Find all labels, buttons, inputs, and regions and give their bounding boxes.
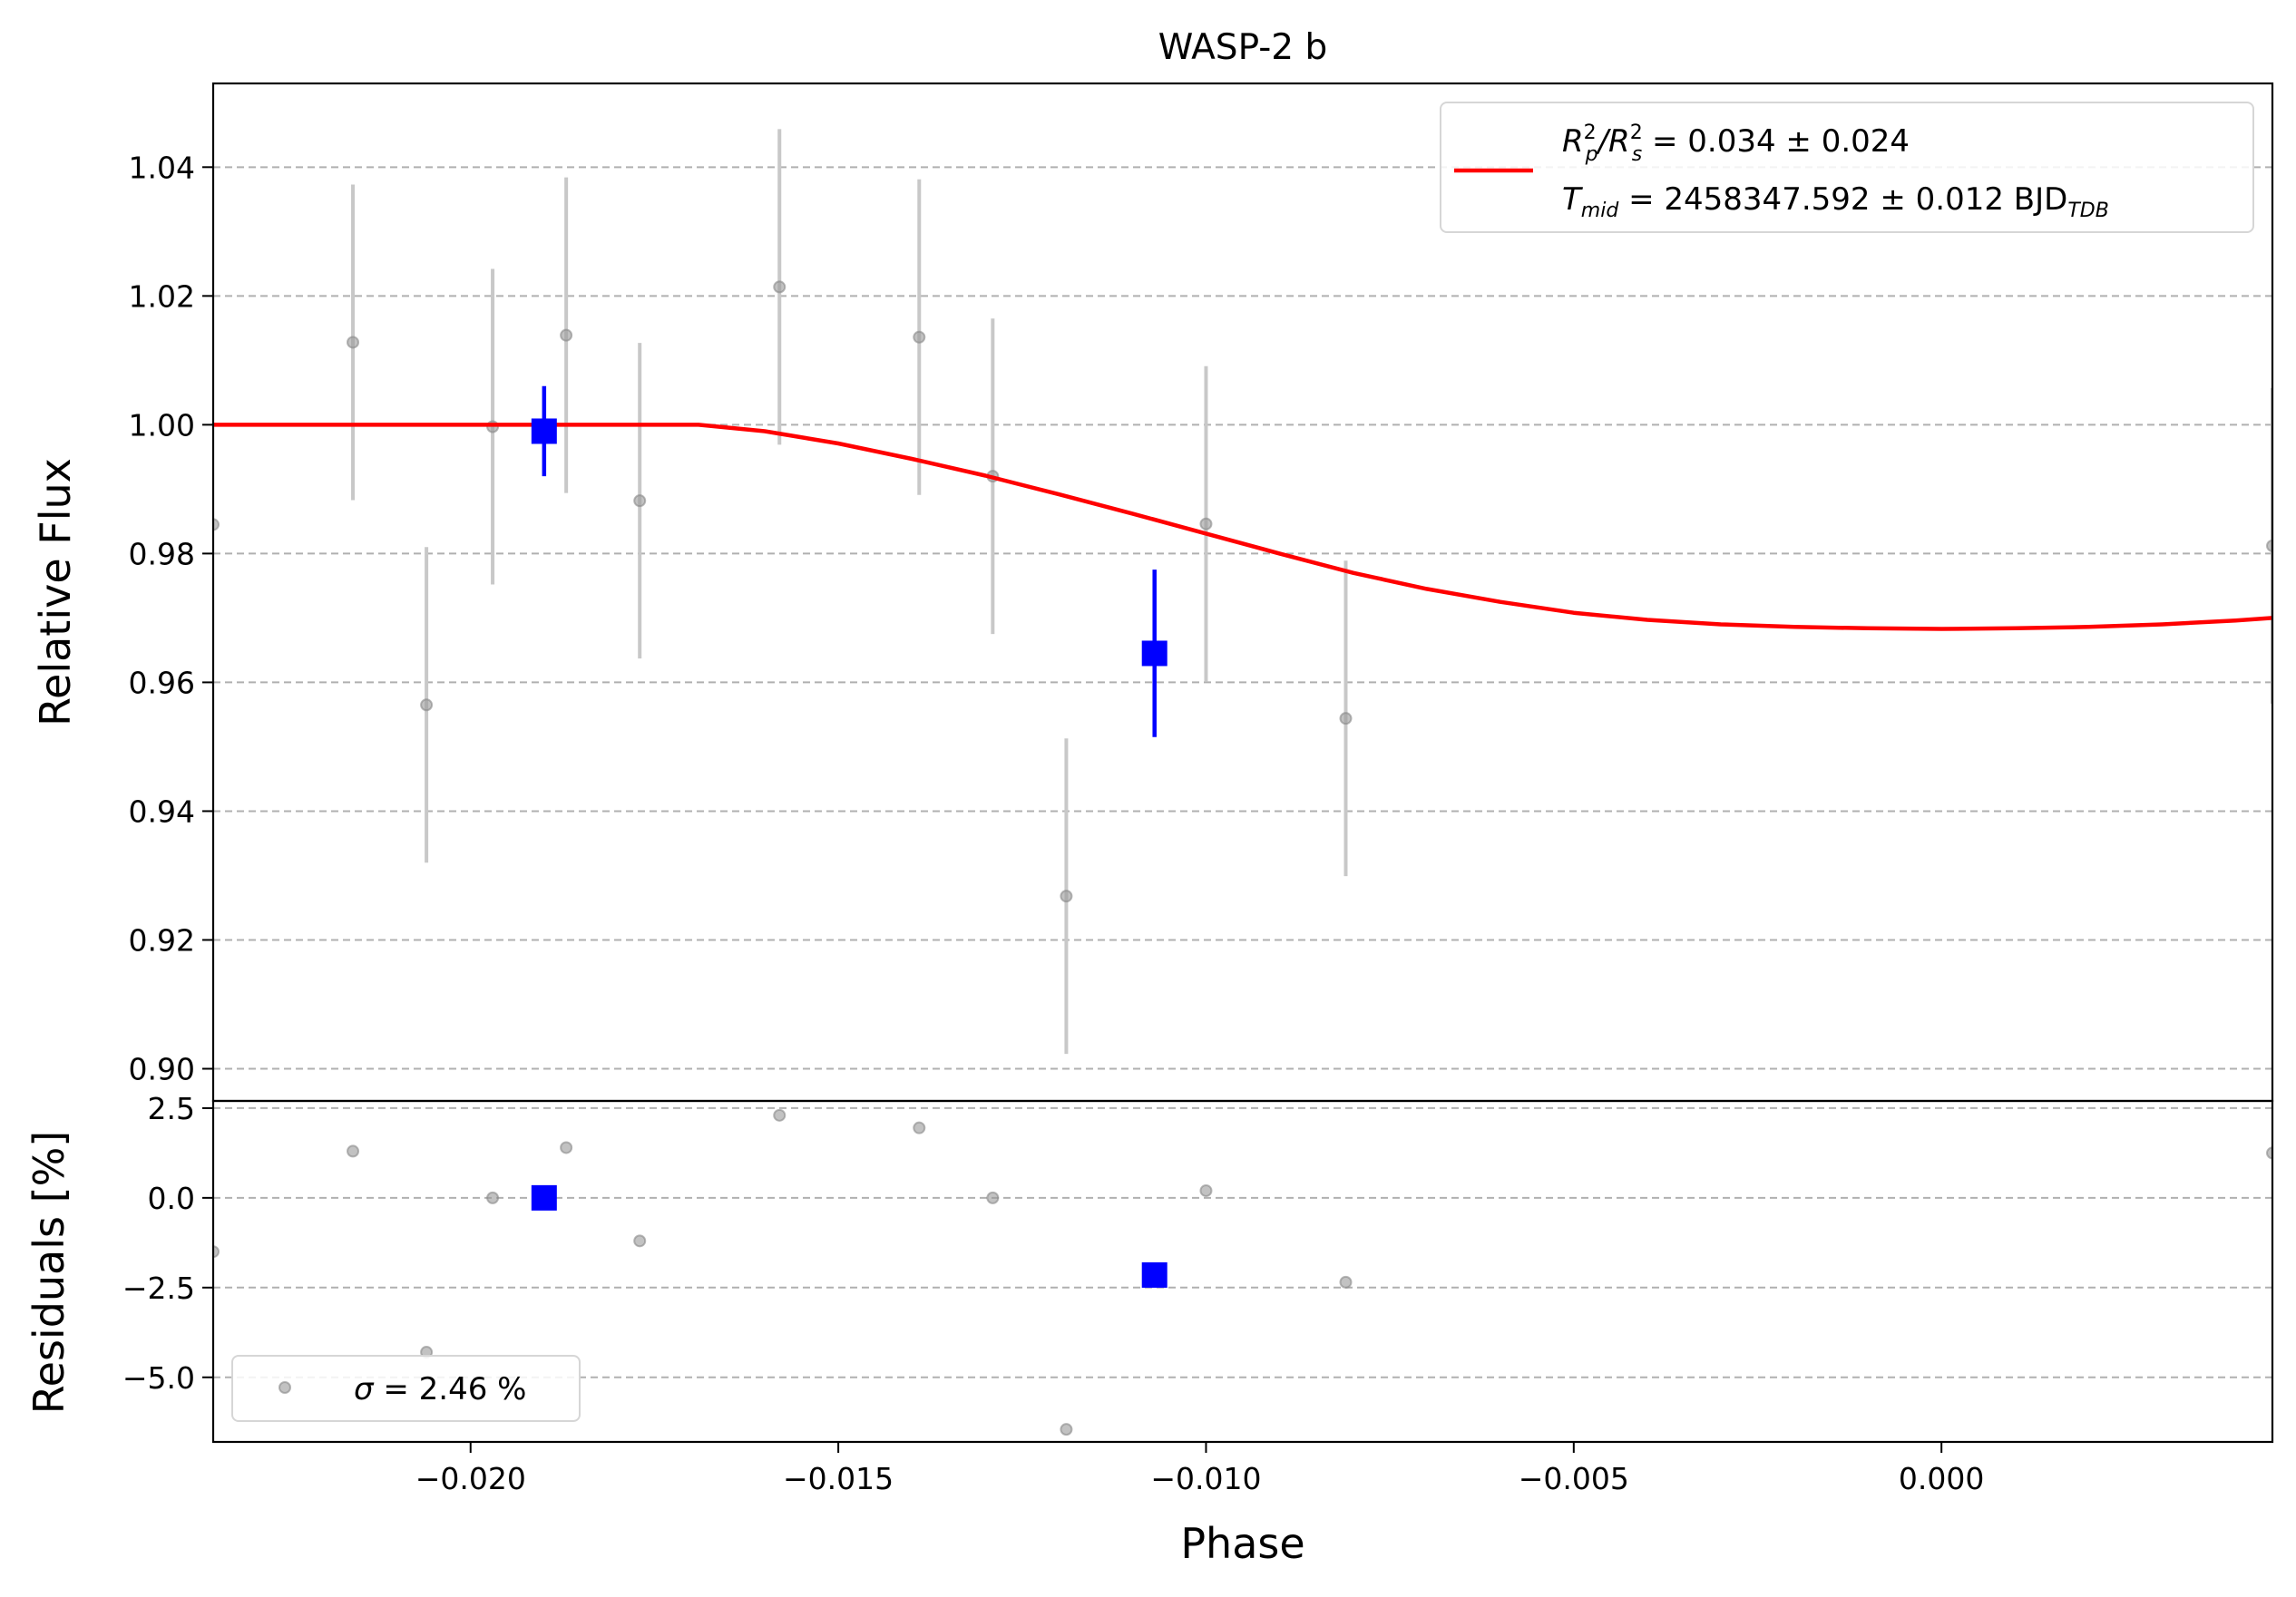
x-tick-label: −0.010 bbox=[1150, 1461, 1261, 1496]
raw-data-point bbox=[1060, 890, 1073, 903]
residual-point bbox=[773, 1108, 787, 1122]
bottom-gridlines bbox=[213, 1106, 2272, 1378]
x-tick-label: −0.020 bbox=[415, 1461, 526, 1496]
binned-residual-point bbox=[1141, 1261, 1168, 1288]
bottom-y-tick-label: −5.0 bbox=[122, 1360, 195, 1396]
top-y-tick-label: 0.96 bbox=[129, 665, 195, 700]
binned-data-point bbox=[531, 418, 557, 444]
raw-data-point bbox=[560, 328, 573, 342]
bottom-axes-frame bbox=[211, 1099, 2274, 1444]
binned-residual-point bbox=[531, 1184, 557, 1211]
top-binned-points bbox=[531, 385, 1168, 737]
residual-point bbox=[213, 1245, 220, 1259]
bottom-legend-marker bbox=[278, 1381, 291, 1394]
raw-data-point bbox=[2266, 539, 2272, 552]
top-legend-box bbox=[1440, 102, 2254, 233]
top-y-tick-label: 0.90 bbox=[129, 1051, 195, 1086]
x-tick-label: −0.005 bbox=[1519, 1461, 1629, 1496]
residual-point bbox=[2266, 1146, 2272, 1160]
bottom-legend-box bbox=[231, 1355, 581, 1422]
top-raw-points bbox=[213, 129, 2272, 1055]
transit-model-line bbox=[213, 423, 2272, 631]
residual-point bbox=[633, 1234, 647, 1248]
x-axis-label: Phase bbox=[1180, 1519, 1304, 1568]
chart-title: WASP-2 b bbox=[1158, 27, 1328, 68]
top-y-tick-label: 0.92 bbox=[129, 922, 195, 958]
bottom-binned-points bbox=[531, 1184, 1168, 1288]
bottom-y-ticks: 2.5 0.0 −2.5 −5.0 bbox=[122, 1091, 213, 1396]
bottom-y-axis-label: Residuals [%] bbox=[24, 1131, 73, 1414]
residual-point bbox=[1060, 1423, 1073, 1436]
residual-point bbox=[986, 1191, 1000, 1204]
residual-point bbox=[913, 1121, 926, 1134]
raw-data-point bbox=[913, 330, 926, 344]
top-y-tick-label: 1.02 bbox=[129, 278, 195, 314]
raw-data-point bbox=[633, 494, 647, 508]
residual-point bbox=[560, 1141, 573, 1154]
residual-point bbox=[486, 1191, 500, 1204]
bottom-y-tick-label: −2.5 bbox=[122, 1271, 195, 1306]
top-model-curve bbox=[213, 423, 2272, 631]
bottom-y-tick-label: 2.5 bbox=[148, 1091, 195, 1126]
top-y-tick-label: 0.94 bbox=[129, 794, 195, 829]
raw-data-point bbox=[213, 518, 220, 531]
bottom-legend: σ = 2.46 % bbox=[231, 1355, 581, 1422]
raw-data-point bbox=[773, 280, 787, 294]
residual-point bbox=[1199, 1183, 1213, 1197]
binned-data-point bbox=[1141, 640, 1168, 667]
x-tick-label: 0.000 bbox=[1899, 1461, 1984, 1496]
top-y-tick-label: 1.00 bbox=[129, 407, 195, 443]
top-y-tick-label: 1.04 bbox=[129, 150, 195, 185]
raw-data-point bbox=[347, 336, 360, 349]
top-legend-line2: Tmid = 2458347.592 ± 0.012 BJDTDB bbox=[1562, 181, 2109, 222]
bottom-legend-text: σ = 2.46 % bbox=[354, 1371, 526, 1407]
top-y-tick-label: 0.98 bbox=[129, 536, 195, 571]
residual-point bbox=[1339, 1275, 1353, 1289]
raw-data-point bbox=[1199, 517, 1213, 531]
top-gridlines bbox=[213, 166, 2272, 1070]
bottom-raw-points bbox=[213, 1108, 2272, 1436]
top-axes-frame bbox=[211, 82, 2274, 1103]
top-y-axis-label: Relative Flux bbox=[31, 458, 80, 726]
top-y-ticks: 0.90 0.92 0.94 0.96 0.98 1.00 1.02 1.04 bbox=[129, 150, 213, 1086]
residual-point bbox=[347, 1144, 360, 1158]
raw-data-point bbox=[420, 698, 434, 712]
raw-data-point bbox=[1339, 712, 1353, 725]
x-ticks: −0.020 −0.015 −0.010 −0.005 0.000 bbox=[415, 1442, 1984, 1496]
top-legend-line1: R2 p/R2 s = 0.034 ± 0.024 bbox=[1562, 122, 1910, 166]
x-tick-label: −0.015 bbox=[783, 1461, 894, 1496]
bottom-y-tick-label: 0.0 bbox=[148, 1181, 195, 1216]
top-legend: R2 p/R2 s = 0.034 ± 0.024 Tmid = 2458347.5… bbox=[1440, 102, 2254, 233]
